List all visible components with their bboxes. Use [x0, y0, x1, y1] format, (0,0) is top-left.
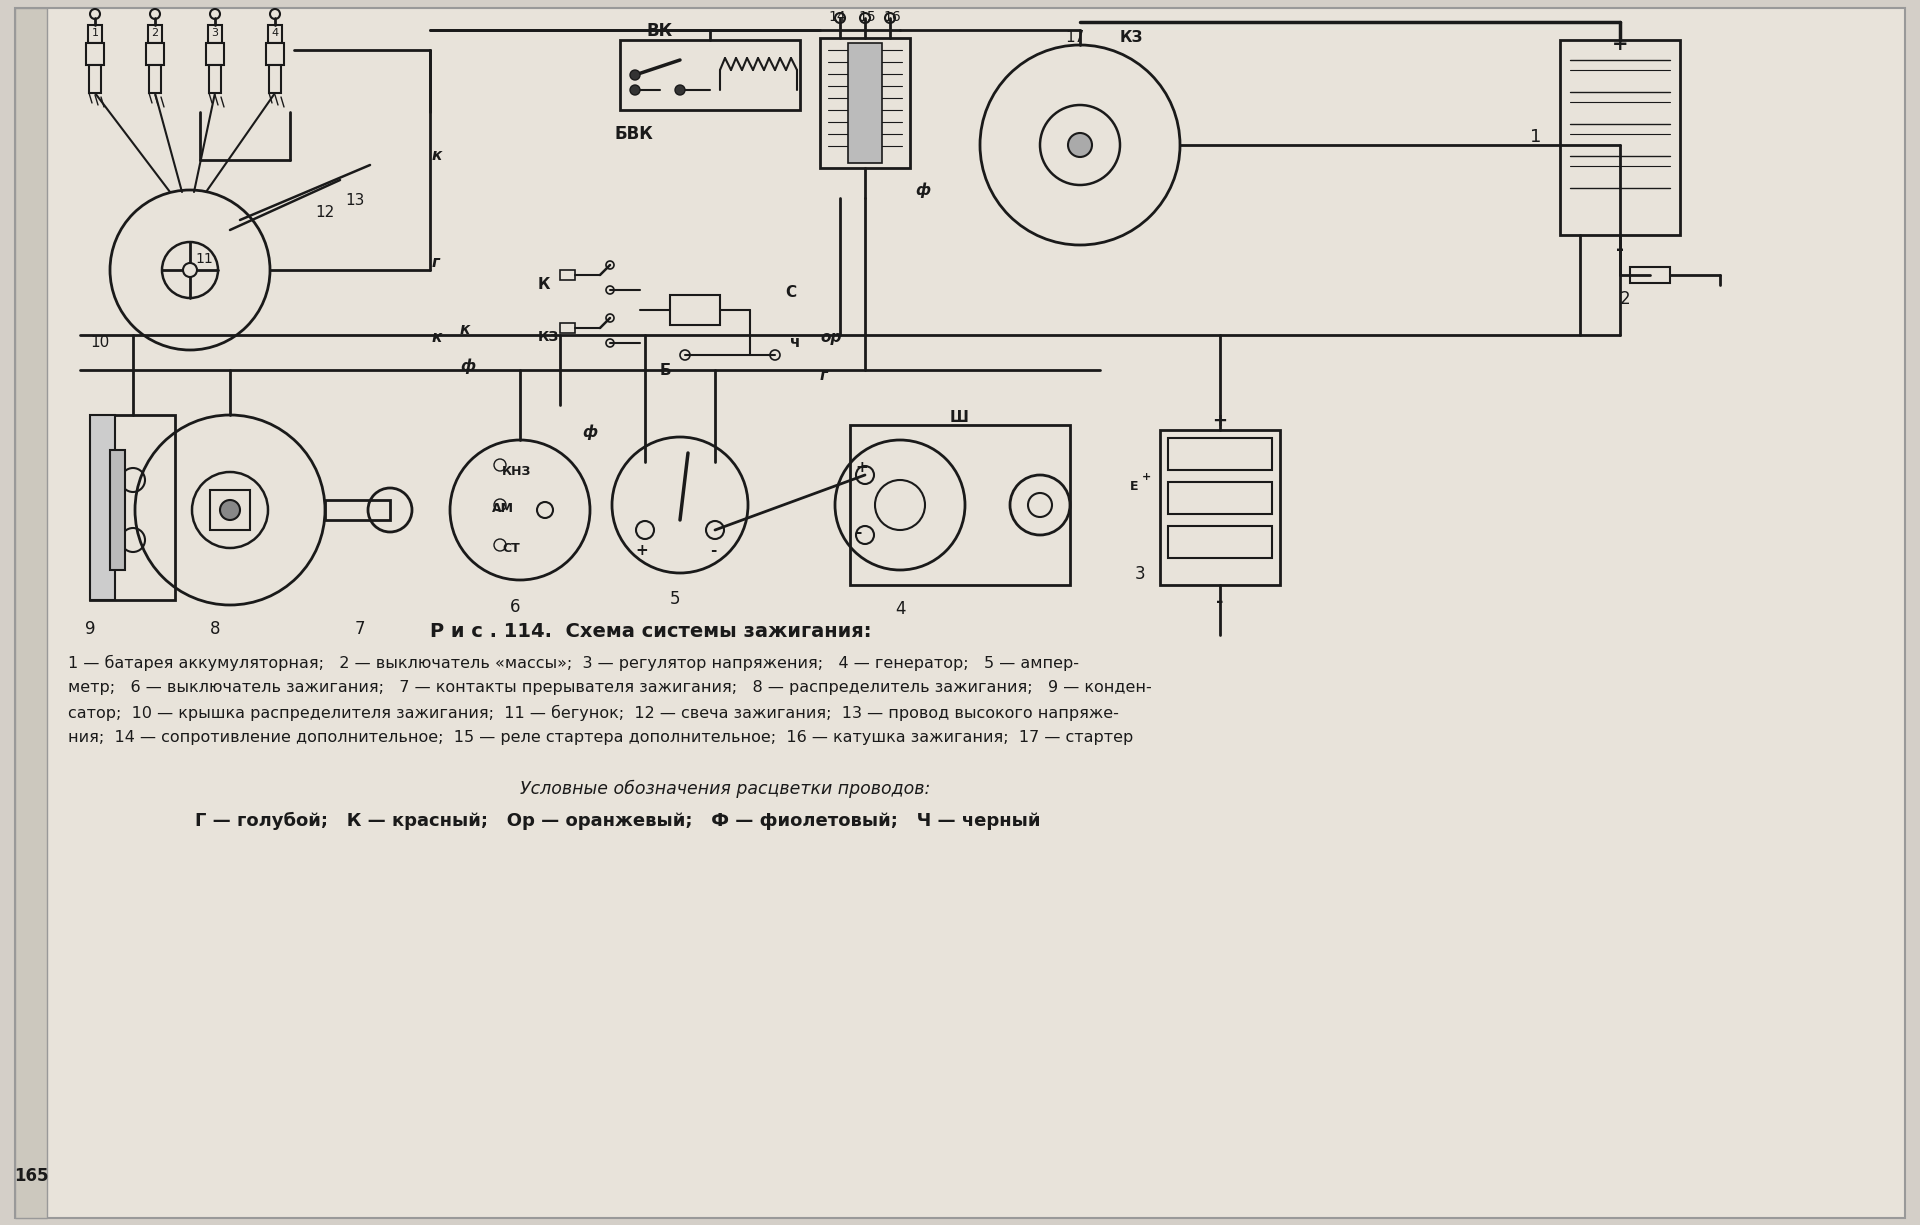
Text: Г — голубой;   К — красный;   Ор — оранжевый;   Ф — фиолетовый;   Ч — черный: Г — голубой; К — красный; Ор — оранжевый… [196, 812, 1041, 831]
Bar [209, 65, 221, 93]
Bar [146, 43, 163, 65]
Text: 9: 9 [84, 620, 96, 638]
Bar [1630, 267, 1670, 283]
Circle shape [1068, 134, 1092, 157]
Bar [849, 43, 881, 163]
Text: 2: 2 [152, 28, 159, 38]
Bar [1559, 40, 1680, 235]
Bar [851, 425, 1069, 586]
Text: 10: 10 [90, 334, 109, 350]
Bar [90, 415, 115, 600]
Text: +: + [636, 543, 647, 559]
Text: КЗ: КЗ [538, 330, 559, 344]
Bar [150, 65, 161, 93]
Text: г: г [820, 368, 828, 383]
Text: ния;  14 — сопротивление дополнительное;  15 — реле стартера дополнительное;  16: ния; 14 — сопротивление дополнительное; … [67, 730, 1133, 745]
Bar [561, 270, 574, 281]
Text: 17: 17 [1066, 29, 1085, 45]
Text: 3: 3 [1135, 565, 1146, 583]
Text: 15: 15 [858, 10, 876, 24]
Text: КНЗ: КНЗ [501, 466, 532, 478]
Text: -: - [854, 526, 862, 540]
Text: +: + [1213, 412, 1227, 430]
Text: к: к [432, 148, 442, 163]
Text: 2: 2 [1620, 290, 1630, 307]
Bar [269, 65, 280, 93]
Text: к: к [461, 322, 470, 337]
Bar [73, 12, 294, 111]
Bar [620, 40, 801, 110]
Text: Ш: Ш [950, 410, 970, 425]
Text: -: - [1215, 593, 1223, 611]
Text: С: С [785, 285, 797, 300]
Text: ВК: ВК [647, 22, 674, 40]
Text: к: к [432, 330, 442, 345]
Bar [86, 43, 104, 65]
Bar [1167, 481, 1271, 514]
Circle shape [221, 500, 240, 519]
Bar [207, 24, 223, 43]
Text: г: г [432, 255, 440, 270]
Text: 8: 8 [209, 620, 221, 638]
Bar [205, 43, 225, 65]
Text: ор: ор [820, 330, 841, 345]
Text: Б: Б [660, 363, 672, 379]
Text: Р и с . 114.  Схема системы зажигания:: Р и с . 114. Схема системы зажигания: [430, 622, 872, 641]
Text: 16: 16 [883, 10, 900, 24]
Text: ф: ф [916, 183, 929, 198]
Bar [1160, 430, 1281, 586]
Text: +: + [854, 461, 868, 475]
Text: Условные обозначения расцветки проводов:: Условные обозначения расцветки проводов: [520, 780, 931, 799]
Text: 14: 14 [828, 10, 845, 24]
Text: метр;   6 — выключатель зажигания;   7 — контакты прерывателя зажигания;   8 — р: метр; 6 — выключатель зажигания; 7 — кон… [67, 680, 1152, 695]
Text: сатор;  10 — крышка распределителя зажигания;  11 — бегунок;  12 — свеча зажиган: сатор; 10 — крышка распределителя зажига… [67, 706, 1119, 722]
Circle shape [630, 85, 639, 96]
Bar [530, 255, 804, 405]
Text: 1: 1 [1530, 127, 1542, 146]
Text: 6: 6 [511, 598, 520, 616]
Text: -: - [710, 543, 716, 559]
Circle shape [630, 70, 639, 80]
Bar [670, 295, 720, 325]
Circle shape [182, 263, 198, 277]
Text: 1: 1 [92, 28, 98, 38]
Bar [1167, 526, 1271, 559]
Text: К: К [538, 277, 551, 292]
Text: 5: 5 [670, 590, 680, 608]
Text: 11: 11 [196, 252, 213, 266]
Bar [148, 24, 161, 43]
Text: 1 — батарея аккумуляторная;   2 — выключатель «массы»;  3 — регулятор напряжения: 1 — батарея аккумуляторная; 2 — выключат… [67, 655, 1079, 671]
Bar [88, 65, 102, 93]
Text: E: E [1131, 480, 1139, 492]
Text: 3: 3 [211, 28, 219, 38]
Bar [109, 450, 125, 570]
Bar [269, 24, 282, 43]
Bar [1167, 439, 1271, 470]
Bar [561, 323, 574, 333]
Text: +: + [1142, 472, 1152, 481]
Circle shape [676, 85, 685, 96]
Text: АМ: АМ [492, 502, 515, 514]
Text: СТ: СТ [501, 541, 520, 555]
Text: 4: 4 [271, 28, 278, 38]
Text: ч: ч [789, 334, 801, 350]
Bar [820, 38, 910, 168]
Text: 165: 165 [13, 1167, 48, 1185]
Text: +: + [1611, 36, 1628, 54]
Bar [90, 415, 175, 600]
Bar [267, 43, 284, 65]
Text: ф: ф [461, 358, 474, 374]
Bar [88, 24, 102, 43]
Text: БВК: БВК [614, 125, 655, 143]
Bar [15, 9, 46, 1218]
Text: КЗ: КЗ [1119, 29, 1144, 45]
Text: 13: 13 [346, 194, 365, 208]
Text: 4: 4 [895, 600, 904, 617]
Text: -: - [1617, 240, 1624, 258]
Text: 7: 7 [355, 620, 365, 638]
Text: ф: ф [582, 425, 597, 441]
Bar [324, 500, 390, 519]
Text: 12: 12 [315, 205, 334, 220]
Bar [209, 490, 250, 530]
